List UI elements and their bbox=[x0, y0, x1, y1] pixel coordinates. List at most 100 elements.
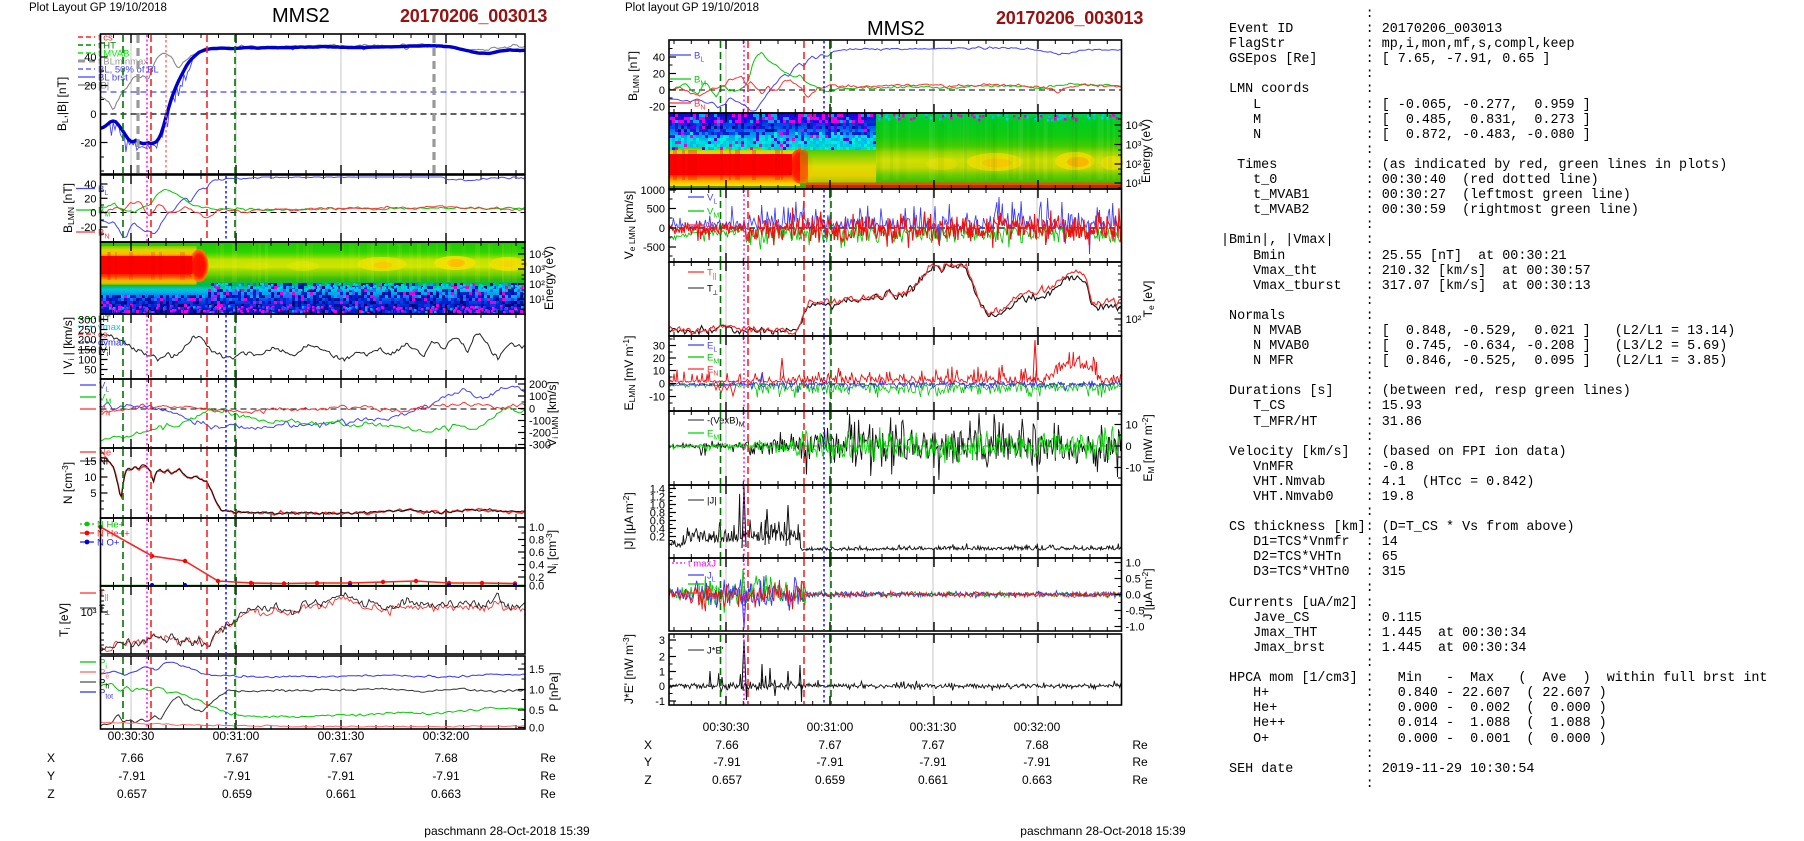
svg-text:1.0: 1.0 bbox=[529, 522, 544, 534]
svg-text:0: 0 bbox=[90, 208, 96, 220]
svg-text:P [nPa]: P [nPa] bbox=[547, 672, 561, 711]
svg-text:0.8: 0.8 bbox=[529, 535, 544, 547]
svg-text:10: 10 bbox=[653, 366, 665, 378]
svg-text:1000: 1000 bbox=[641, 185, 665, 197]
svg-text:50: 50 bbox=[84, 365, 96, 377]
svg-text:-200: -200 bbox=[529, 428, 551, 440]
svg-text:Ne: Ne bbox=[99, 448, 111, 459]
svg-text:0.6: 0.6 bbox=[529, 547, 544, 559]
svg-text:Ni: Ni bbox=[99, 457, 108, 468]
svg-text:0.0: 0.0 bbox=[529, 723, 544, 735]
svg-text:10²: 10² bbox=[1126, 159, 1142, 171]
svg-text:-20: -20 bbox=[81, 222, 97, 234]
svg-text:1.0: 1.0 bbox=[529, 685, 544, 697]
svg-text:t maxJ: t maxJ bbox=[688, 559, 716, 570]
svg-text:100: 100 bbox=[78, 355, 96, 367]
svg-text:15: 15 bbox=[84, 456, 96, 468]
svg-text:VL: VL bbox=[707, 193, 717, 206]
svg-text:J [μA m-2]: J [μA m-2] bbox=[1140, 568, 1155, 619]
svg-text:10⁴: 10⁴ bbox=[529, 249, 546, 261]
svg-text:N He+: N He+ bbox=[97, 520, 125, 531]
svg-text:10³: 10³ bbox=[529, 264, 545, 276]
svg-text:-0.5: -0.5 bbox=[1126, 606, 1145, 618]
svg-text:-1: -1 bbox=[655, 696, 665, 708]
svg-text:T⟂: T⟂ bbox=[99, 604, 110, 617]
svg-text:200: 200 bbox=[78, 335, 96, 347]
svg-text:0.5: 0.5 bbox=[1126, 574, 1141, 586]
svg-text:200: 200 bbox=[529, 379, 547, 391]
svg-text:-300: -300 bbox=[529, 440, 551, 452]
svg-text:0: 0 bbox=[659, 85, 665, 97]
svg-text:10¹: 10¹ bbox=[1126, 178, 1142, 190]
svg-text:10¹: 10¹ bbox=[529, 294, 545, 306]
svg-text:-10: -10 bbox=[1126, 463, 1142, 475]
svg-text:20: 20 bbox=[84, 193, 96, 205]
svg-text:EN: EN bbox=[707, 365, 718, 378]
svg-text:0.0: 0.0 bbox=[529, 581, 544, 593]
svg-text:BLMN [nT]: BLMN [nT] bbox=[61, 183, 76, 233]
svg-text:T⟂: T⟂ bbox=[707, 284, 718, 297]
svg-text:t MVAB: t MVAB bbox=[98, 49, 130, 60]
svg-text:JN: JN bbox=[707, 589, 717, 602]
svg-text:10³: 10³ bbox=[81, 607, 97, 619]
svg-text:10³: 10³ bbox=[1126, 140, 1142, 152]
svg-text:VN: VN bbox=[99, 405, 110, 418]
svg-text:Ti [eV]: Ti [eV] bbox=[57, 603, 72, 637]
svg-text:N O+: N O+ bbox=[97, 538, 120, 549]
svg-text:-10: -10 bbox=[649, 392, 665, 404]
svg-text:1.0: 1.0 bbox=[650, 500, 665, 512]
svg-text:20: 20 bbox=[653, 353, 665, 365]
svg-text:Pe: Pe bbox=[99, 668, 109, 681]
svg-text:1: 1 bbox=[659, 667, 665, 679]
svg-text:BL, 50% of BL: BL, 50% of BL bbox=[98, 65, 159, 76]
svg-text:5: 5 bbox=[90, 488, 96, 500]
svg-text:dvmax: dvmax bbox=[98, 337, 126, 348]
svg-text:EL: EL bbox=[707, 341, 717, 354]
svg-text:150: 150 bbox=[78, 345, 96, 357]
svg-text:J*E': J*E' bbox=[707, 646, 724, 657]
svg-text:2: 2 bbox=[659, 652, 665, 664]
svg-text:500: 500 bbox=[647, 204, 665, 216]
svg-text:10⁴: 10⁴ bbox=[1126, 120, 1143, 132]
svg-text:0: 0 bbox=[659, 379, 665, 391]
svg-text:40: 40 bbox=[84, 179, 96, 191]
svg-text:40: 40 bbox=[653, 52, 665, 64]
svg-text:10²: 10² bbox=[1126, 314, 1142, 326]
svg-text:0.5: 0.5 bbox=[529, 705, 544, 717]
svg-text:t cs: t cs bbox=[98, 33, 113, 44]
svg-text:0: 0 bbox=[1126, 441, 1132, 453]
svg-text:0.2: 0.2 bbox=[529, 572, 544, 584]
svg-text:EM [mW m-2]: EM [mW m-2] bbox=[1140, 414, 1156, 481]
svg-text:vmax: vmax bbox=[98, 322, 121, 333]
svg-text:0.8: 0.8 bbox=[650, 508, 665, 520]
svg-text:20: 20 bbox=[653, 69, 665, 81]
svg-text:1.0: 1.0 bbox=[1126, 558, 1141, 570]
svg-text:100: 100 bbox=[529, 391, 547, 403]
svg-text:ELMN [mV m-1]: ELMN [mV m-1] bbox=[621, 336, 637, 411]
svg-text:1.4: 1.4 bbox=[650, 484, 665, 496]
svg-text:J*E' [nW m-3]: J*E' [nW m-3] bbox=[621, 634, 636, 704]
svg-text:0.6: 0.6 bbox=[650, 516, 665, 528]
svg-text:0.4: 0.4 bbox=[650, 524, 665, 536]
svg-text:JL: JL bbox=[707, 571, 716, 584]
svg-text:0: 0 bbox=[90, 109, 96, 121]
svg-text:BL,|B| [nT]: BL,|B| [nT] bbox=[55, 77, 70, 131]
svg-text:10: 10 bbox=[1126, 420, 1138, 432]
svg-text:1.5: 1.5 bbox=[529, 664, 544, 676]
svg-text:T||: T|| bbox=[707, 268, 717, 281]
svg-text:| Vi | [km/s]: | Vi | [km/s] bbox=[61, 317, 76, 375]
svg-text:cs: cs bbox=[98, 330, 108, 341]
svg-text:3: 3 bbox=[659, 635, 665, 647]
svg-text:1.2: 1.2 bbox=[650, 492, 665, 504]
svg-text:-1.0: -1.0 bbox=[1126, 622, 1145, 634]
svg-text:0.2: 0.2 bbox=[650, 532, 665, 544]
svg-text:Te [eV]: Te [eV] bbox=[1141, 281, 1156, 318]
svg-text:Ni [cm-3]: Ni [cm-3] bbox=[544, 530, 560, 574]
svg-text:BN: BN bbox=[694, 99, 705, 112]
svg-text:JM: JM bbox=[707, 580, 718, 593]
svg-text:VL: VL bbox=[99, 381, 109, 394]
svg-text:-(VexB)M: -(VexB)M bbox=[707, 416, 745, 429]
svg-text:30: 30 bbox=[653, 341, 665, 353]
svg-text:250: 250 bbox=[78, 325, 96, 337]
svg-text:0: 0 bbox=[659, 681, 665, 693]
